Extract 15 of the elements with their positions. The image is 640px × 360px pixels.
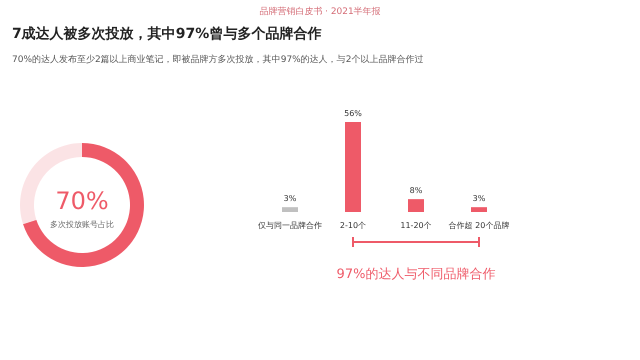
data-label: 8% <box>410 186 423 196</box>
text: 品牌营销白皮书 · 2021半年报 <box>259 6 381 17</box>
text: 多次投放账号占比 <box>50 220 114 229</box>
data-label: 56% <box>344 109 362 118</box>
x-tick-label: 11-20个 <box>400 221 432 230</box>
donut-slice <box>23 143 144 267</box>
chart-title: 7成达人被多次投放，其中97%曾与多个品牌合作 <box>12 25 322 42</box>
data-label: 3% <box>284 194 297 204</box>
text: 70%的达人发布至少2篇以上商业笔记，即被品牌方多次投放，其中97%的达人，与2个以上品牌合作过 <box>12 54 424 65</box>
x-tick-label: 合作超 20个品牌 <box>448 221 510 230</box>
data-label: 70% <box>55 187 109 215</box>
data-label: 3% <box>472 194 486 204</box>
text: 97%的达人与不同品牌合作 <box>336 267 496 282</box>
x-tick-label: 仅与同一品牌合作 <box>258 221 322 230</box>
x-tick-label: 2-10个 <box>340 221 366 230</box>
